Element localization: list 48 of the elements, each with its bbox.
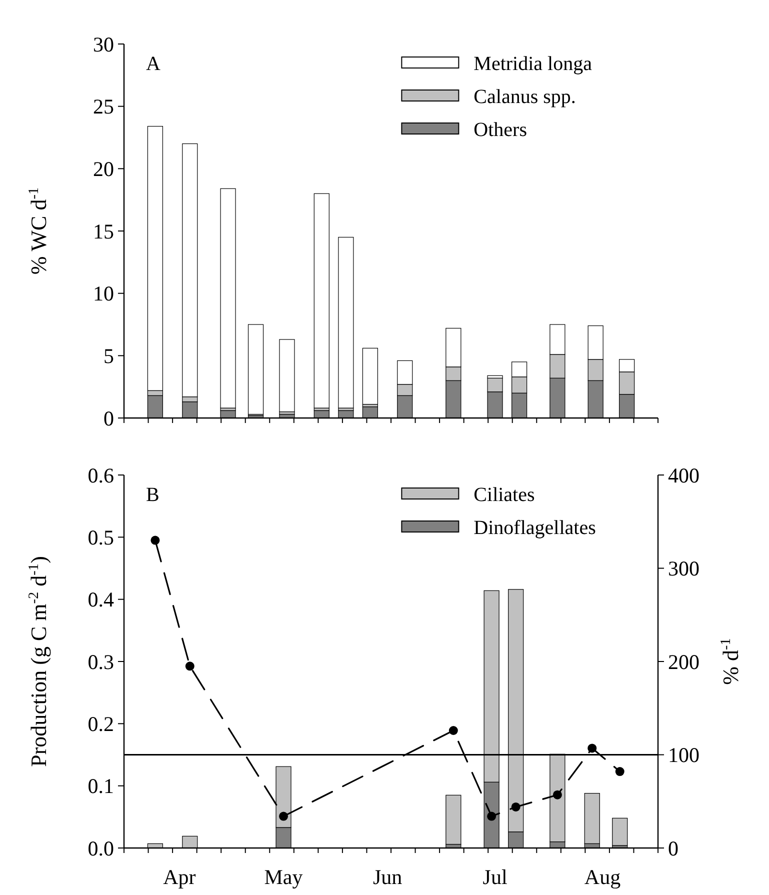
point: [552, 790, 562, 800]
y2-tick-label: 100: [668, 743, 700, 768]
legend-label: Others: [474, 119, 528, 141]
y2-tick-label: 300: [668, 556, 700, 581]
point: [615, 767, 624, 776]
y-tick-label: 5: [104, 344, 114, 368]
bar: [220, 188, 236, 408]
legend-label: Ciliates: [474, 484, 535, 506]
y-tick-label: 0.1: [88, 774, 114, 798]
bar: [279, 339, 295, 412]
bar: [362, 348, 378, 405]
point: [487, 812, 496, 821]
text: B: [146, 484, 160, 506]
y-tick-label: 0.4: [88, 588, 114, 612]
y-tick-label: 25: [93, 94, 114, 119]
point: [511, 802, 520, 812]
x-tick-label: Jul: [482, 865, 508, 889]
y-tick-label: 0.5: [88, 526, 114, 550]
bar: [338, 236, 354, 408]
chart-title: A: [146, 53, 161, 75]
x-tick-label: Aug: [584, 865, 622, 889]
point: [150, 536, 160, 545]
y-tick-label: 10: [93, 282, 114, 306]
point: [185, 662, 194, 671]
bar: [446, 794, 462, 845]
legend-label: Dinoflagellates: [474, 517, 596, 539]
y-tick-label: 15: [93, 219, 114, 244]
y-tick-label: 0.6: [88, 463, 114, 488]
point: [588, 744, 597, 753]
bar: [584, 792, 600, 844]
bar: [314, 193, 330, 408]
y-tick-label: 0.3: [88, 650, 114, 674]
bar: [248, 324, 264, 415]
x-tick-label: Apr: [163, 865, 196, 889]
point: [448, 726, 458, 736]
x-tick-label: Jun: [372, 865, 403, 889]
y-tick-label: 0.2: [88, 712, 114, 736]
y-tick-label: 0.0: [88, 836, 114, 860]
point: [279, 812, 288, 821]
y-tick-label: 0: [104, 406, 114, 430]
y2-tick-label: 400: [668, 463, 700, 488]
y-tick-label: 30: [93, 32, 114, 56]
legend-label: Calanus spp.: [474, 86, 576, 108]
x-tick-label: May: [264, 865, 304, 889]
y2-tick-label: 0: [668, 836, 678, 860]
y-tick-label: 20: [93, 157, 114, 182]
legend-label: Metridia longa: [474, 53, 592, 75]
y2-tick-label: 200: [668, 650, 700, 674]
